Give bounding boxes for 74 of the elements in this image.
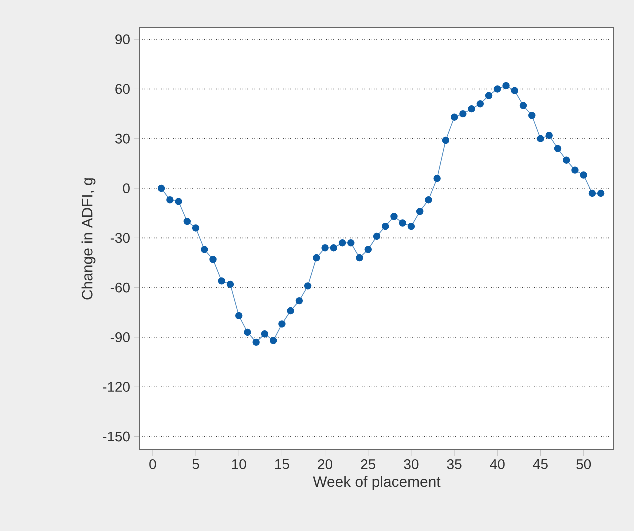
point — [304, 282, 312, 290]
point — [399, 220, 406, 227]
point — [236, 312, 243, 320]
point — [390, 213, 398, 220]
point — [218, 278, 226, 285]
y-tick-label: -60 — [110, 282, 130, 293]
point — [468, 105, 476, 113]
point — [580, 172, 588, 179]
point — [563, 156, 570, 164]
point — [364, 246, 372, 254]
point — [382, 222, 390, 230]
x-tick-label: 5 — [192, 460, 200, 470]
point — [597, 190, 605, 198]
point — [511, 87, 518, 94]
point — [494, 86, 502, 93]
point — [554, 145, 562, 152]
y-tick-label: 30 — [116, 134, 130, 144]
x-tick-label: 20 — [318, 460, 333, 470]
point — [373, 232, 381, 240]
point — [408, 222, 416, 230]
point — [244, 328, 252, 336]
point — [330, 244, 338, 252]
y-tick-label: -30 — [110, 233, 130, 244]
point — [175, 198, 182, 206]
point — [278, 320, 286, 328]
point — [537, 135, 544, 142]
point — [287, 307, 294, 315]
point — [425, 196, 432, 204]
x-tick-label: 15 — [276, 460, 290, 470]
y-tick-label: -150 — [103, 432, 130, 442]
point — [192, 224, 200, 232]
point — [485, 92, 493, 100]
point — [338, 240, 346, 247]
y-tick-label: 0 — [123, 184, 130, 194]
point — [270, 337, 278, 344]
y-tick-label: 90 — [116, 34, 130, 45]
point — [520, 102, 528, 110]
point — [322, 244, 329, 252]
point — [210, 256, 217, 264]
point — [442, 136, 450, 144]
point — [261, 330, 269, 338]
point — [528, 112, 536, 120]
point — [226, 280, 234, 288]
point — [502, 82, 510, 90]
point — [450, 114, 458, 121]
x-tick-label: 10 — [232, 460, 246, 470]
point — [252, 338, 260, 346]
point — [460, 110, 467, 118]
x-tick-label: 40 — [490, 460, 505, 470]
point — [476, 100, 484, 108]
point — [416, 208, 424, 216]
point — [166, 196, 174, 204]
x-tick-label: 35 — [447, 460, 462, 470]
point — [546, 132, 553, 140]
x-tick-label: 0 — [150, 460, 156, 470]
point — [313, 254, 320, 262]
point — [184, 218, 191, 226]
y-tick-label: -90 — [110, 332, 130, 342]
point — [201, 246, 208, 254]
point — [158, 184, 166, 192]
x-tick-label: 50 — [576, 460, 592, 470]
point — [296, 297, 304, 305]
point — [572, 166, 579, 174]
x-tick-label: 45 — [533, 460, 548, 470]
point — [356, 254, 364, 262]
y-tick-label: 60 — [116, 84, 130, 94]
y-axis-title: Change in ADFI, g — [82, 178, 96, 300]
point — [588, 190, 596, 198]
y-tick-label: -120 — [103, 382, 130, 392]
x-axis-title: Week of placement — [313, 476, 441, 490]
x-tick-label: 30 — [404, 460, 419, 470]
point — [348, 240, 355, 247]
x-tick-label: 25 — [361, 460, 376, 470]
point — [434, 174, 441, 182]
